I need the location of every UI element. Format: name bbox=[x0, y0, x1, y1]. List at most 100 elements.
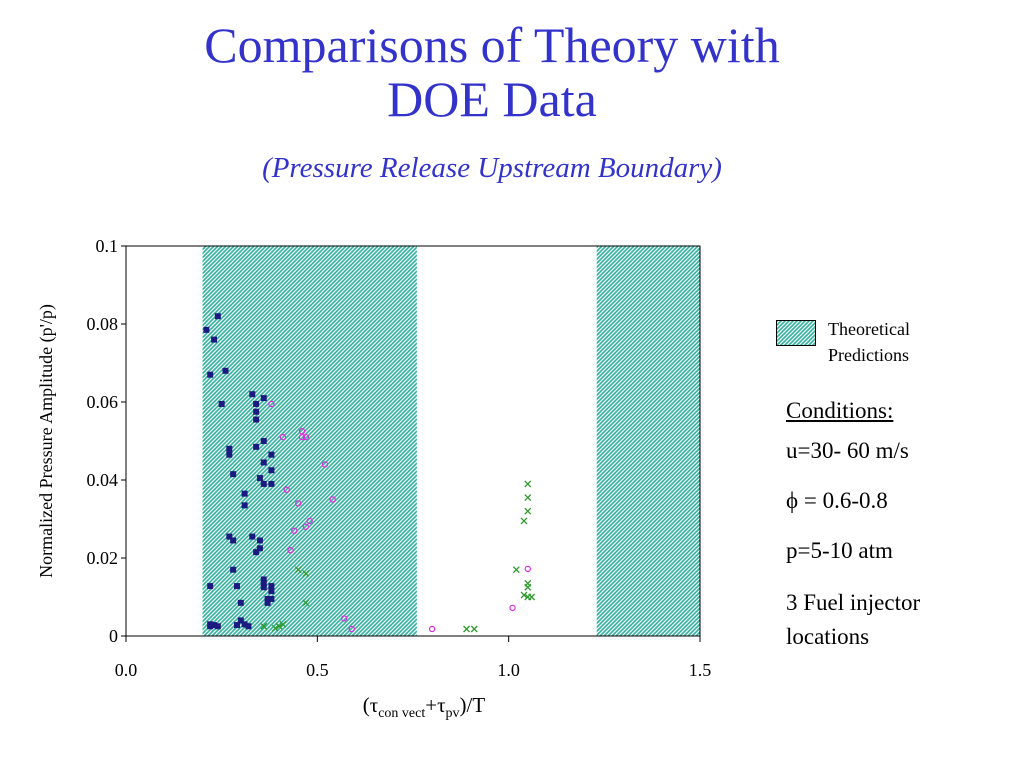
data-point-square bbox=[268, 467, 275, 474]
data-point-square bbox=[268, 583, 275, 590]
data-point-circle bbox=[279, 433, 287, 441]
series-square bbox=[203, 313, 275, 630]
x-tick-label: 1.5 bbox=[689, 660, 712, 680]
data-point-x bbox=[524, 583, 532, 591]
data-point-x bbox=[520, 591, 528, 599]
x-tick-label: 0.0 bbox=[115, 660, 138, 680]
condition-pressure: p=5-10 atm bbox=[786, 538, 893, 563]
data-point-square bbox=[241, 490, 248, 497]
data-point-square bbox=[230, 471, 237, 478]
data-point-square bbox=[249, 533, 256, 540]
title-line-2: DOE Data bbox=[387, 71, 597, 127]
data-point-x bbox=[294, 566, 302, 574]
data-point-square bbox=[268, 451, 275, 458]
x-label-open: (τ bbox=[363, 693, 378, 717]
legend-label-line-1: Theoretical bbox=[828, 319, 910, 339]
page-subtitle: (Pressure Release Upstream Boundary) bbox=[262, 152, 722, 184]
y-tick-label: 0.02 bbox=[87, 548, 119, 568]
data-point-square bbox=[260, 580, 267, 587]
data-point-square bbox=[268, 595, 275, 602]
condition-equivalence-ratio: ϕ = 0.6-0.8 bbox=[786, 488, 888, 513]
title-line-1: Comparisons of Theory with bbox=[204, 17, 780, 73]
data-point-circle bbox=[348, 625, 355, 633]
data-point-x bbox=[260, 622, 268, 630]
y-tick-label: 0.04 bbox=[87, 470, 119, 490]
x-tick-label: 1.0 bbox=[497, 660, 520, 680]
data-point-circle bbox=[306, 517, 313, 525]
data-point-x bbox=[524, 480, 532, 488]
data-point-square bbox=[260, 438, 267, 444]
data-point-circle bbox=[283, 486, 290, 493]
y-tick-label: 0.1 bbox=[96, 236, 119, 256]
plot-frame bbox=[125, 245, 701, 637]
data-point-square bbox=[264, 595, 271, 602]
data-point-square bbox=[222, 367, 229, 374]
x-label-sub-pv: pv bbox=[446, 706, 460, 721]
data-point-square bbox=[268, 480, 275, 487]
data-point-x bbox=[524, 507, 532, 515]
x-label-close: )/T bbox=[460, 693, 486, 717]
x-label-plus: +τ bbox=[425, 693, 445, 717]
data-point-square bbox=[253, 443, 260, 450]
data-point-square bbox=[253, 549, 260, 556]
data-point-square bbox=[253, 400, 260, 407]
legend: Theoretical Predictions bbox=[776, 316, 976, 368]
theory-band-1 bbox=[202, 246, 417, 636]
data-point-circle bbox=[291, 527, 298, 534]
data-point-square bbox=[253, 408, 260, 415]
data-point-square bbox=[237, 599, 244, 606]
data-point-circle bbox=[298, 428, 306, 435]
data-point-square bbox=[253, 416, 260, 423]
data-point-x bbox=[302, 570, 310, 578]
page-title: Comparisons of Theory with DOE Data bbox=[0, 18, 984, 126]
legend-label: Theoretical Predictions bbox=[828, 316, 958, 368]
data-point-square bbox=[249, 391, 256, 398]
data-point-x bbox=[279, 620, 287, 628]
data-point-circle bbox=[287, 547, 294, 554]
data-point-square bbox=[241, 621, 248, 628]
theoretical-regions bbox=[202, 246, 700, 636]
data-point-square bbox=[245, 623, 252, 630]
condition-injectors: 3 Fuel injector locations bbox=[786, 590, 921, 649]
x-tick-label: 0.5 bbox=[306, 660, 329, 680]
data-point-square bbox=[268, 588, 275, 595]
data-point-square bbox=[207, 371, 214, 378]
data-point-circle bbox=[509, 604, 516, 612]
x-axis: 0.0 0.5 1.0 1.5 bbox=[115, 636, 712, 680]
data-point-square bbox=[218, 400, 225, 407]
data-point-circle bbox=[428, 625, 436, 633]
y-tick-label: 0.08 bbox=[87, 314, 119, 334]
series-circle bbox=[268, 400, 532, 633]
data-point-circle bbox=[321, 461, 329, 468]
data-point-x bbox=[528, 593, 536, 601]
y-tick-label: 0.06 bbox=[87, 392, 119, 412]
data-point-square bbox=[203, 326, 210, 333]
data-point-square bbox=[260, 576, 267, 583]
condition-velocity: u=30- 60 m/s bbox=[786, 438, 909, 463]
data-point-square bbox=[214, 313, 221, 320]
data-point-x bbox=[463, 625, 471, 633]
data-point-square bbox=[211, 336, 218, 343]
data-point-square bbox=[230, 537, 237, 544]
data-point-square bbox=[241, 502, 248, 509]
legend-swatch bbox=[776, 320, 816, 346]
data-point-circle bbox=[302, 523, 310, 531]
data-point-circle bbox=[302, 433, 310, 441]
data-point-square bbox=[207, 623, 214, 630]
data-point-x bbox=[302, 599, 310, 607]
data-point-circle bbox=[329, 496, 336, 503]
data-point-square bbox=[226, 451, 233, 458]
conditions-heading: Conditions: bbox=[786, 398, 894, 423]
data-point-circle bbox=[340, 615, 348, 622]
data-point-square bbox=[256, 545, 263, 552]
data-point-x bbox=[271, 624, 279, 632]
data-point-square bbox=[264, 599, 271, 606]
legend-label-line-2: Predictions bbox=[828, 345, 909, 365]
x-label-sub-convect: con vect bbox=[378, 706, 425, 721]
data-point-square bbox=[211, 622, 218, 629]
theory-band-2 bbox=[596, 246, 700, 636]
y-axis: 0 0.02 0.04 0.06 0.08 0.1 bbox=[87, 236, 126, 646]
data-point-square bbox=[260, 395, 267, 402]
data-point-square bbox=[226, 533, 233, 540]
